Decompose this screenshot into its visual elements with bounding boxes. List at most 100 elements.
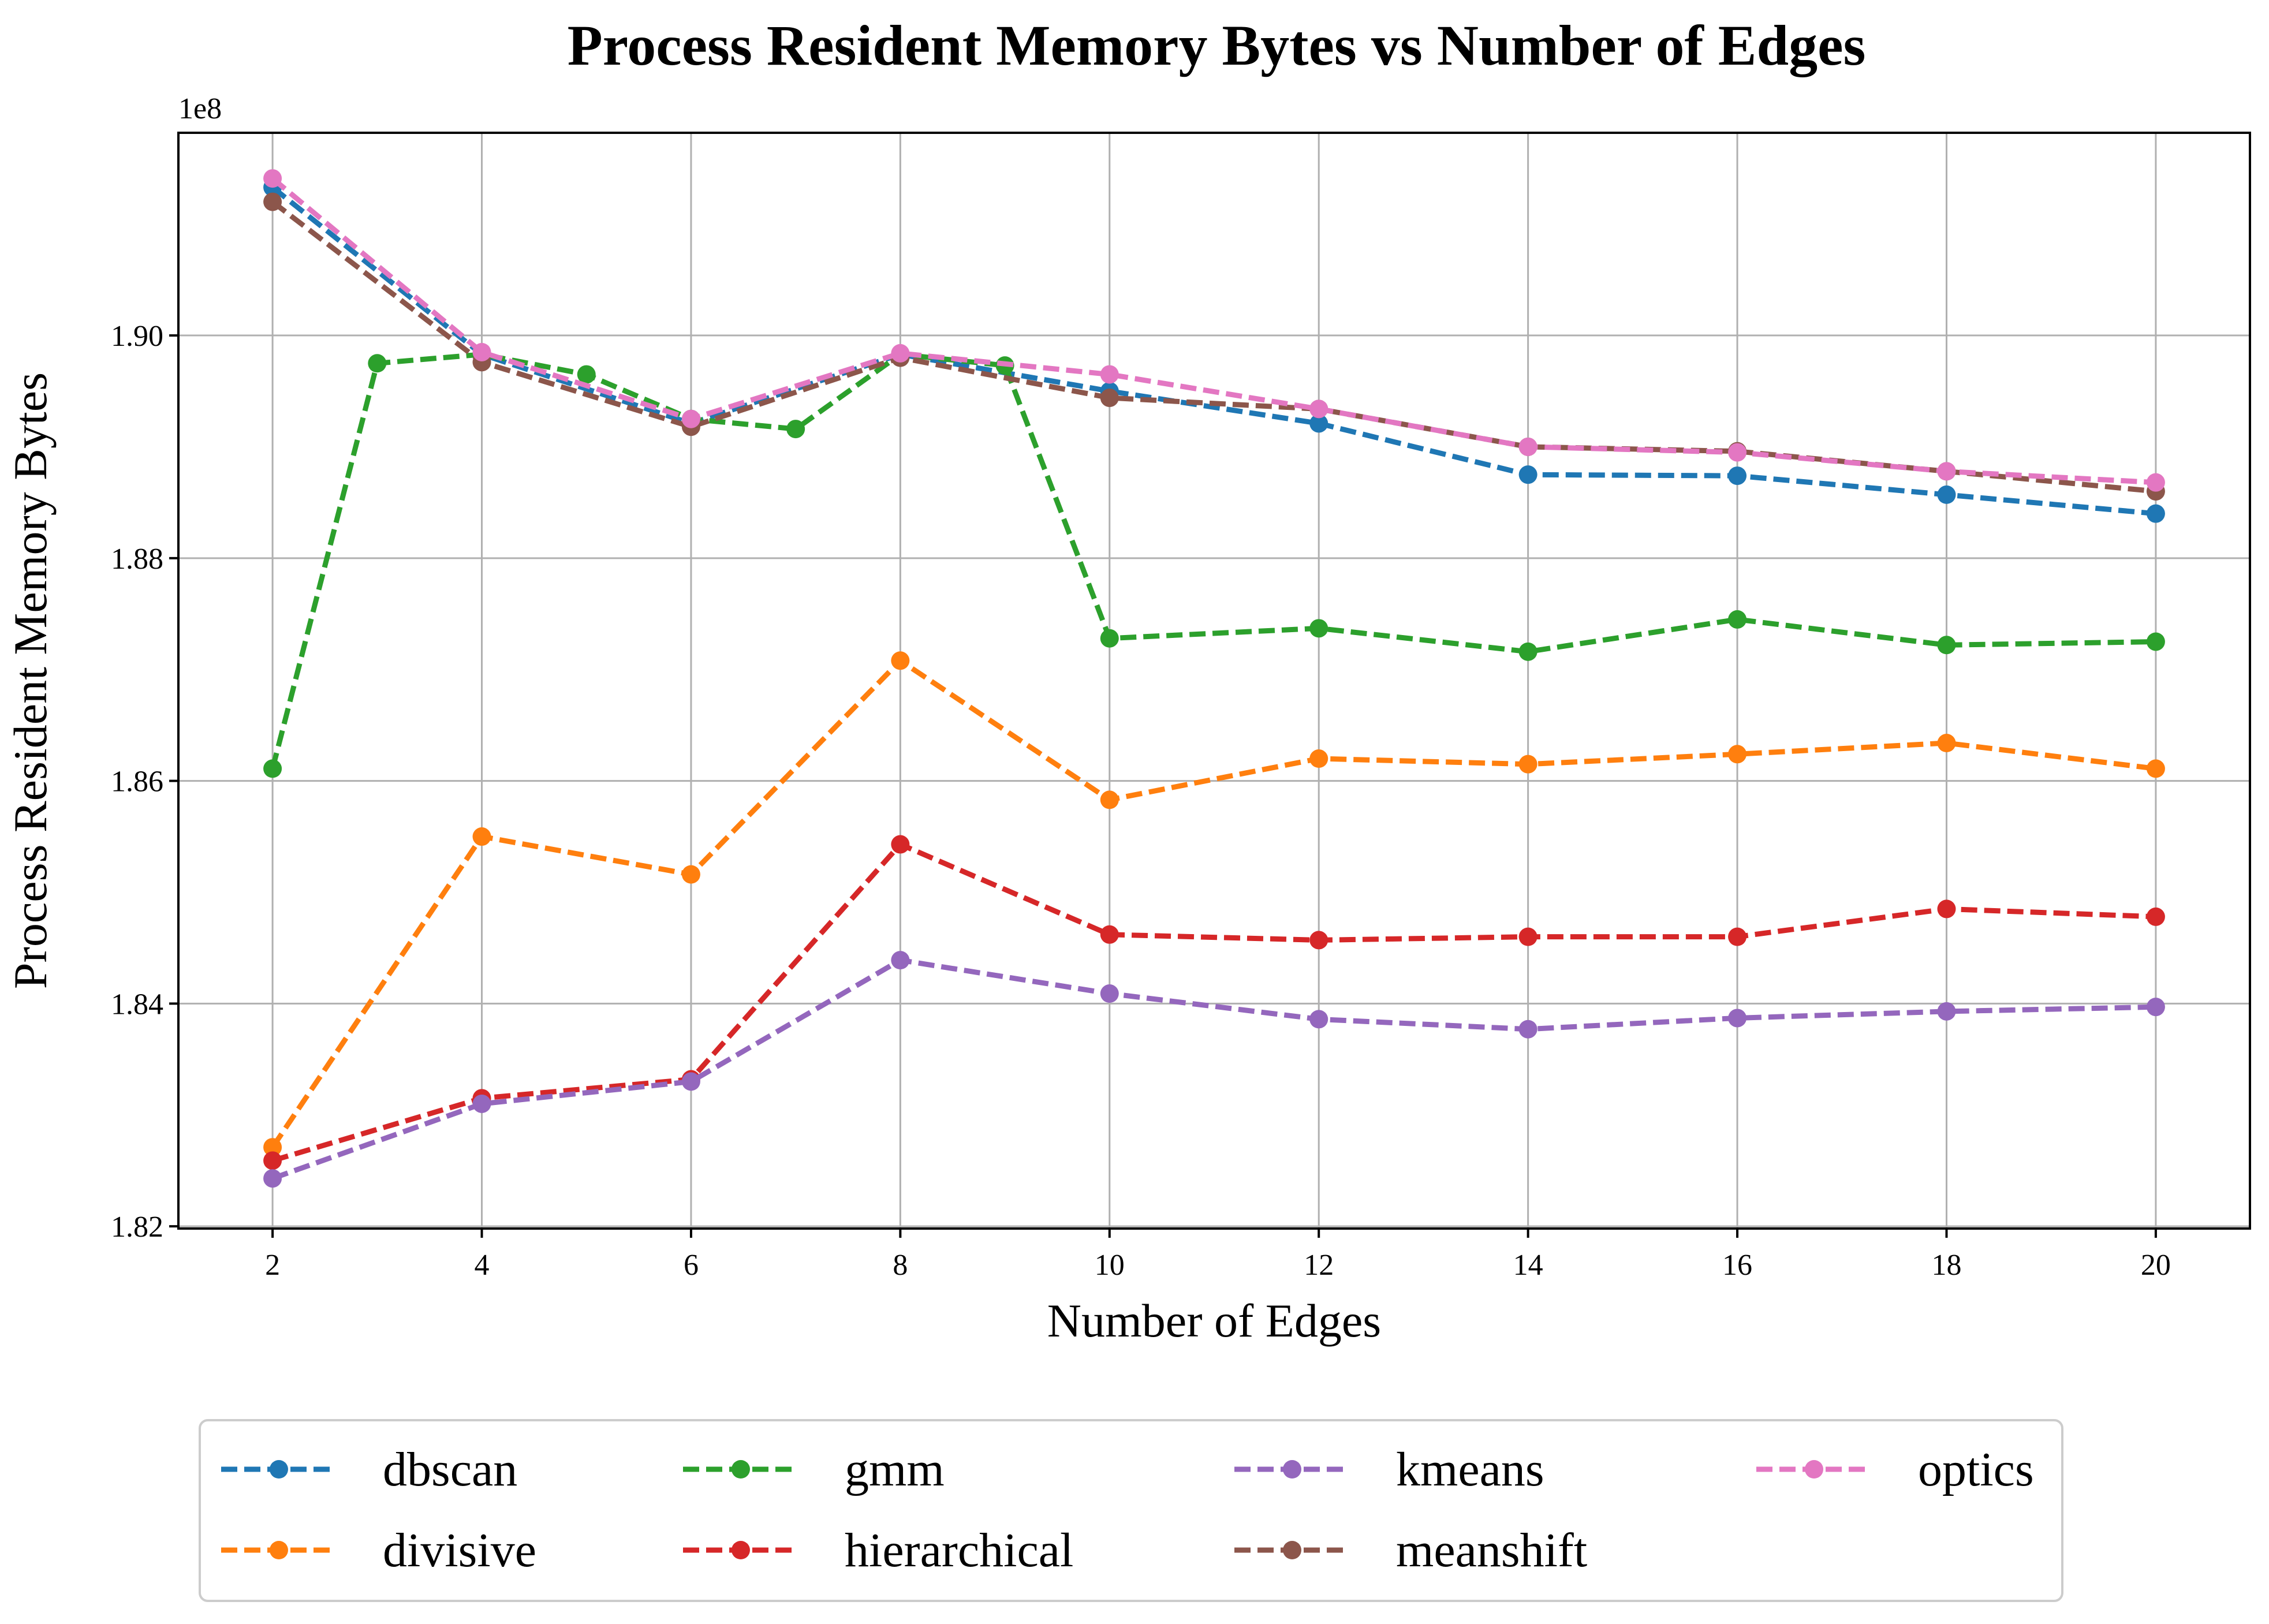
x-tick-label: 8 bbox=[893, 1249, 908, 1282]
data-point-divisive bbox=[1937, 734, 1956, 753]
legend-item-divisive: divisive bbox=[221, 1524, 536, 1577]
data-point-hierarchical bbox=[891, 835, 910, 854]
x-axis: 2 4 6 8 10 12 14 16 18 20 bbox=[265, 1229, 2171, 1282]
data-point-gmm bbox=[1309, 619, 1328, 638]
data-point-optics bbox=[2146, 473, 2165, 492]
data-point-gmm bbox=[368, 354, 387, 373]
x-tick-label: 16 bbox=[1722, 1249, 1752, 1282]
legend-label: dbscan bbox=[383, 1443, 517, 1496]
y-tick-label: 1.82 bbox=[111, 1211, 163, 1244]
data-point-optics bbox=[472, 342, 491, 361]
legend-item-hierarchical: hierarchical bbox=[683, 1524, 1073, 1577]
legend-swatch-marker bbox=[732, 1541, 750, 1559]
legend-swatch-marker bbox=[1805, 1460, 1823, 1479]
data-point-meanshift bbox=[1100, 389, 1119, 408]
x-tick-label: 18 bbox=[1931, 1249, 1961, 1282]
data-point-gmm bbox=[1728, 610, 1747, 629]
y-tick-label: 1.84 bbox=[111, 988, 163, 1021]
plot-frame bbox=[177, 132, 2251, 1230]
data-point-optics bbox=[263, 169, 282, 188]
data-point-hierarchical bbox=[1100, 925, 1119, 944]
legend-swatch-marker bbox=[270, 1541, 288, 1559]
y-offset-label: 1e8 bbox=[178, 92, 222, 125]
legend-item-optics: optics bbox=[1756, 1443, 2034, 1496]
data-point-meanshift bbox=[263, 192, 282, 211]
data-point-divisive bbox=[681, 865, 700, 884]
legend-item-gmm: gmm bbox=[683, 1443, 945, 1496]
series-optics bbox=[263, 169, 2165, 492]
x-tick-label: 12 bbox=[1304, 1249, 1334, 1282]
legend-label: hierarchical bbox=[845, 1524, 1073, 1577]
y-tick-label: 1.88 bbox=[111, 543, 163, 576]
data-point-divisive bbox=[2146, 759, 2165, 778]
series-kmeans bbox=[263, 951, 2165, 1188]
data-point-hierarchical bbox=[1937, 899, 1956, 919]
data-point-gmm bbox=[577, 365, 596, 384]
data-point-hierarchical bbox=[1728, 927, 1747, 946]
legend-item-kmeans: kmeans bbox=[1234, 1443, 1544, 1496]
data-point-gmm bbox=[2146, 632, 2165, 651]
x-tick-label: 14 bbox=[1513, 1249, 1543, 1282]
data-point-optics bbox=[1100, 365, 1119, 384]
legend-label: kmeans bbox=[1396, 1443, 1544, 1496]
data-point-optics bbox=[1309, 400, 1328, 419]
legend-swatch-marker bbox=[732, 1460, 750, 1479]
series-line-hierarchical bbox=[271, 842, 2156, 1163]
y-axis: 1.82 1.84 1.86 1.88 1.90 bbox=[111, 320, 178, 1244]
data-point-hierarchical bbox=[263, 1151, 282, 1170]
data-point-divisive bbox=[1309, 749, 1328, 768]
data-point-divisive bbox=[1518, 755, 1537, 774]
data-point-kmeans bbox=[1937, 1002, 1956, 1021]
data-point-kmeans bbox=[1309, 1010, 1328, 1029]
data-point-divisive bbox=[472, 827, 491, 846]
data-point-kmeans bbox=[1518, 1020, 1537, 1039]
data-point-kmeans bbox=[1728, 1009, 1747, 1028]
legend-label: optics bbox=[1918, 1443, 2034, 1496]
data-point-gmm bbox=[1937, 636, 1956, 655]
x-tick-label: 2 bbox=[265, 1249, 280, 1282]
data-point-optics bbox=[891, 344, 910, 363]
data-point-divisive bbox=[1100, 790, 1119, 809]
data-point-dbscan bbox=[1518, 465, 1537, 484]
data-point-gmm bbox=[1100, 629, 1119, 648]
series-line-kmeans bbox=[271, 957, 2156, 1181]
y-tick-label: 1.86 bbox=[111, 766, 163, 798]
legend-swatch-marker bbox=[1283, 1460, 1301, 1479]
series-line-dbscan bbox=[271, 185, 2156, 517]
y-axis-label: Process Resident Memory Bytes bbox=[4, 372, 57, 989]
data-point-gmm bbox=[263, 759, 282, 778]
data-point-gmm bbox=[1518, 642, 1537, 661]
legend: dbscan divisive gmm hierarchical kmeans means… bbox=[199, 1419, 2063, 1602]
data-point-dbscan bbox=[1937, 485, 1956, 504]
data-point-kmeans bbox=[681, 1072, 700, 1091]
data-point-optics bbox=[1728, 443, 1747, 462]
data-point-optics bbox=[1937, 462, 1956, 481]
data-point-hierarchical bbox=[2146, 907, 2165, 926]
data-point-dbscan bbox=[1309, 414, 1328, 433]
legend-item-dbscan: dbscan bbox=[221, 1443, 517, 1496]
legend-swatch-marker bbox=[270, 1460, 288, 1479]
data-point-kmeans bbox=[2146, 998, 2165, 1017]
data-point-hierarchical bbox=[1518, 927, 1537, 946]
grid bbox=[178, 133, 2250, 1229]
data-point-kmeans bbox=[263, 1169, 282, 1188]
legend-label: divisive bbox=[383, 1524, 536, 1577]
data-point-hierarchical bbox=[1309, 931, 1328, 950]
legend-label: meanshift bbox=[1396, 1524, 1587, 1577]
data-point-dbscan bbox=[2146, 504, 2165, 523]
data-point-divisive bbox=[263, 1138, 282, 1157]
data-point-kmeans bbox=[1100, 984, 1119, 1003]
series-line-optics bbox=[271, 176, 2156, 486]
data-point-kmeans bbox=[472, 1094, 491, 1113]
data-point-kmeans bbox=[891, 951, 910, 970]
legend-label: gmm bbox=[845, 1443, 945, 1496]
series-line-divisive bbox=[270, 658, 2156, 1149]
chart-title: Process Resident Memory Bytes vs Number … bbox=[568, 13, 1866, 77]
x-axis-label: Number of Edges bbox=[1047, 1294, 1381, 1347]
data-point-dbscan bbox=[1728, 466, 1747, 486]
series-line-meanshift bbox=[271, 200, 2156, 494]
data-point-gmm bbox=[786, 420, 805, 439]
data-point-optics bbox=[1518, 437, 1537, 456]
x-tick-label: 20 bbox=[2141, 1249, 2171, 1282]
